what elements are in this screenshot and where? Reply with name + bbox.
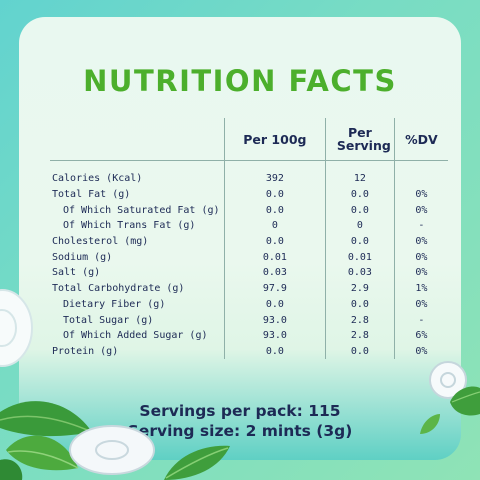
per-100g-value: 0.0 bbox=[223, 186, 326, 203]
table-row: Total Sugar (g) 93.0 2.8 - bbox=[50, 312, 448, 328]
mint-candy-left-icon bbox=[0, 289, 33, 367]
dv-value: 0% bbox=[393, 343, 448, 360]
mint-leaf-right-icon bbox=[450, 386, 480, 416]
nutrient-name: Of Which Saturated Fat (g) bbox=[63, 204, 220, 216]
per-serving-value: 0.0 bbox=[325, 296, 395, 313]
per-serving-value: 0.03 bbox=[325, 265, 395, 281]
dv-value: 0% bbox=[393, 186, 448, 203]
nutrient-name: Total Sugar (g) bbox=[63, 314, 154, 326]
per-serving-value: 0.01 bbox=[325, 249, 395, 266]
per-serving-value: 2.8 bbox=[325, 312, 395, 328]
table-row: Dietary Fiber (g) 0.0 0.0 0% bbox=[50, 296, 448, 313]
mint-candy-right-icon bbox=[429, 361, 467, 399]
per-100g-value: 0.0 bbox=[223, 343, 326, 360]
table-header-row: Per 100g Per Serving %DV bbox=[50, 118, 448, 161]
mint-leaf-small-icon bbox=[420, 414, 440, 434]
per-100g-value: 93.0 bbox=[223, 312, 326, 328]
nutrient-name: Cholesterol (mg) bbox=[52, 236, 149, 248]
per-serving-value: 2.9 bbox=[325, 280, 395, 297]
per-100g-value: 97.9 bbox=[223, 280, 326, 297]
nutrient-column-header bbox=[50, 118, 224, 161]
nutrient-name: Total Fat (g) bbox=[52, 189, 131, 201]
per-100g-value: 0.0 bbox=[223, 202, 326, 219]
nutrition-table: Per 100g Per Serving %DV Calories (Kcal)… bbox=[50, 118, 448, 360]
dv-value: 0% bbox=[393, 249, 448, 266]
table-row: Of Which Trans Fat (g) 0 0 - bbox=[50, 218, 448, 234]
per-serving-value: 0 bbox=[325, 218, 395, 234]
servings-per-pack: Servings per pack: 115 bbox=[139, 402, 341, 420]
nutrient-name: Dietary Fiber (g) bbox=[63, 298, 166, 310]
per-serving-value: 0.0 bbox=[325, 202, 395, 219]
dv-value: 0% bbox=[393, 233, 448, 250]
table-row: Calories (Kcal) 392 12 bbox=[50, 171, 448, 187]
mint-leaves-bottom-left-icon bbox=[0, 401, 93, 480]
table-row: Total Fat (g) 0.0 0.0 0% bbox=[50, 186, 448, 203]
serving-info: Servings per pack: 115 Serving size: 2 m… bbox=[19, 401, 461, 441]
per-100g-value: 0.0 bbox=[223, 296, 326, 313]
nutrient-name: Total Carbohydrate (g) bbox=[52, 283, 185, 295]
table-row: Salt (g) 0.03 0.03 0% bbox=[50, 265, 448, 281]
nutrient-name: Salt (g) bbox=[52, 267, 101, 279]
serving-size: Serving size: 2 mints (3g) bbox=[127, 422, 353, 440]
nutrient-name: Of Which Trans Fat (g) bbox=[63, 220, 196, 232]
dv-value: 0% bbox=[393, 296, 448, 313]
nutrient-name: Protein (g) bbox=[52, 345, 119, 357]
nutrient-name: Of Which Added Sugar (g) bbox=[63, 330, 208, 342]
nutrient-name: Sodium (g) bbox=[52, 251, 113, 263]
dv-value bbox=[393, 171, 448, 187]
per-serving-column-header: Per Serving bbox=[325, 118, 395, 161]
dv-value: 6% bbox=[393, 327, 448, 344]
per-serving-value: 0.0 bbox=[325, 233, 395, 250]
nutrient-name: Calories (Kcal) bbox=[52, 173, 143, 185]
per-serving-value: 12 bbox=[325, 171, 395, 187]
page-title: NUTRITION FACTS bbox=[83, 64, 397, 98]
table-row: Sodium (g) 0.01 0.01 0% bbox=[50, 249, 448, 266]
per-100g-value: 392 bbox=[223, 171, 326, 187]
table-row: Of Which Added Sugar (g) 93.0 2.8 6% bbox=[50, 327, 448, 344]
per-100g-value: 0.01 bbox=[223, 249, 326, 266]
per-serving-value: 0.0 bbox=[325, 186, 395, 203]
dv-value: - bbox=[393, 218, 448, 234]
mint-candy-bottom-icon bbox=[69, 425, 155, 475]
per-serving-header-text: Per Serving bbox=[336, 125, 391, 153]
mint-leaf-bottom-icon bbox=[164, 445, 230, 480]
table-row: Cholesterol (mg) 0.0 0.0 0% bbox=[50, 233, 448, 250]
per-serving-value: 0.0 bbox=[325, 343, 395, 360]
dv-value: - bbox=[393, 312, 448, 328]
dv-value: 0% bbox=[393, 202, 448, 219]
nutrition-card: NUTRITION FACTS Per 100g Per Serving %DV… bbox=[19, 17, 461, 460]
dv-column-header: %DV bbox=[393, 118, 448, 161]
per-serving-value: 2.8 bbox=[325, 327, 395, 344]
dv-value: 0% bbox=[393, 265, 448, 281]
table-row: Protein (g) 0.0 0.0 0% bbox=[50, 343, 448, 360]
table-spacer bbox=[50, 160, 448, 171]
per-100g-value: 0.03 bbox=[223, 265, 326, 281]
per-100g-value: 0 bbox=[223, 218, 326, 234]
per-100g-value: 93.0 bbox=[223, 327, 326, 344]
per-100g-value: 0.0 bbox=[223, 233, 326, 250]
table-row: Of Which Saturated Fat (g) 0.0 0.0 0% bbox=[50, 202, 448, 219]
table-row: Total Carbohydrate (g) 97.9 2.9 1% bbox=[50, 280, 448, 297]
dv-value: 1% bbox=[393, 280, 448, 297]
per-100g-column-header: Per 100g bbox=[223, 118, 326, 161]
